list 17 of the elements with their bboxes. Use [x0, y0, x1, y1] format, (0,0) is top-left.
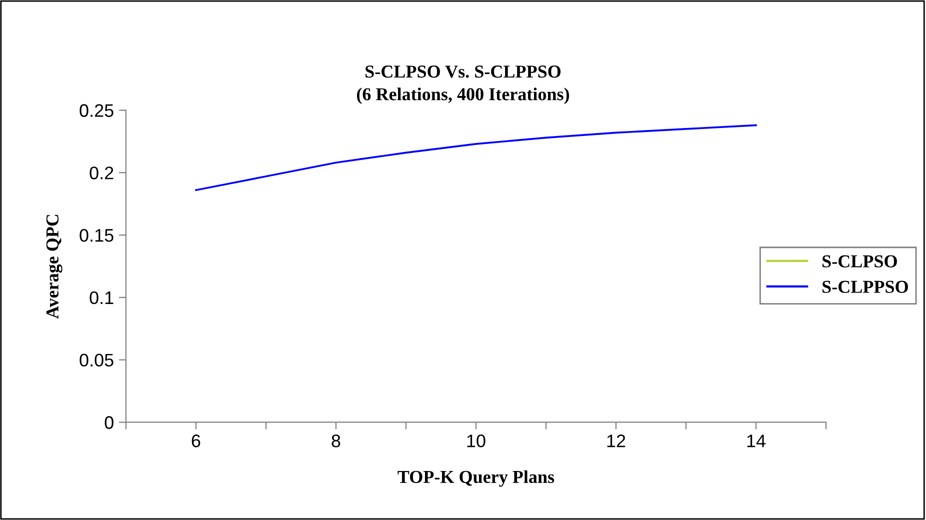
- y-tick-label: 0: [104, 416, 114, 429]
- line-series: [195, 124, 757, 192]
- y-tick-label: 0.15: [80, 228, 114, 242]
- y-tick-label: 0.25: [80, 104, 114, 117]
- x-tick-label: 12: [607, 434, 626, 448]
- y-tick-label: 0.1: [90, 291, 114, 304]
- x-axis-title: TOP-K Query Plans: [398, 470, 554, 487]
- x-tick-label: 10: [467, 434, 486, 448]
- x-tick-label: 8: [332, 434, 340, 448]
- legend-label: S-CLPPSO: [822, 280, 908, 293]
- x-tick-label: 14: [747, 434, 766, 448]
- y-tick-label: 0.05: [80, 354, 114, 367]
- x-tick-label: 6: [192, 434, 200, 448]
- legend-label: S-CLPSO: [822, 255, 897, 268]
- y-tick-label: 0.2: [90, 166, 114, 180]
- y-axis-title: Average QPC: [46, 214, 62, 319]
- chart-title: S-CLPSO Vs. S-CLPPSO (6 Relations, 400 Iterations): [356, 66, 570, 104]
